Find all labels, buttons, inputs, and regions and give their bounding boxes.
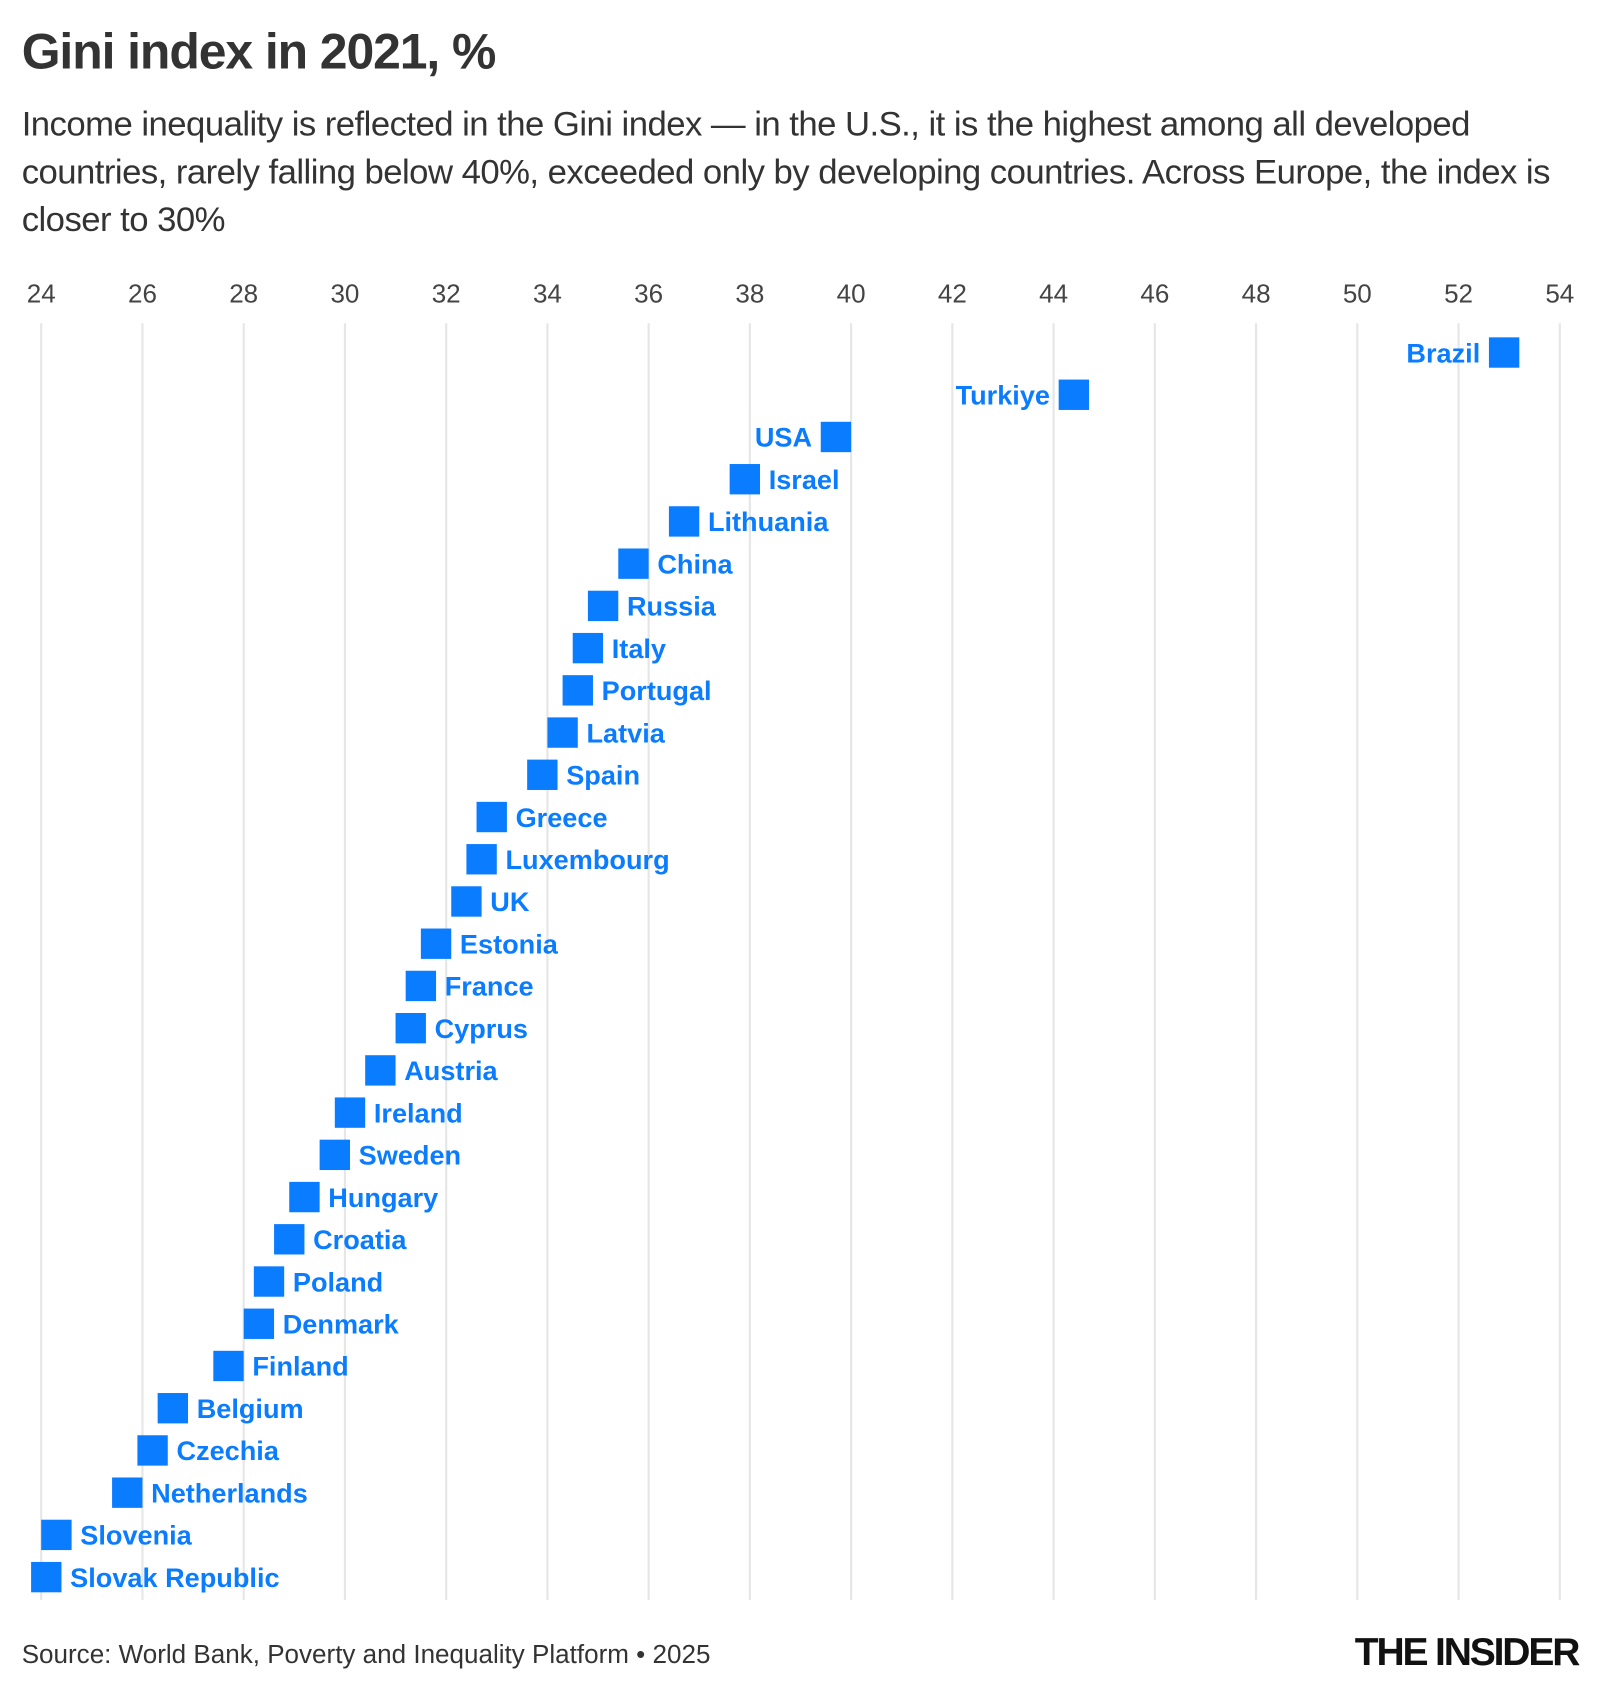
data-marker	[274, 1224, 305, 1255]
x-tick-label: 46	[1140, 279, 1169, 309]
data-label: Spain	[566, 760, 640, 791]
data-label: Netherlands	[151, 1477, 308, 1508]
data-marker	[334, 1097, 366, 1128]
data-marker	[451, 886, 482, 917]
data-marker	[112, 1477, 143, 1508]
data-marker	[405, 970, 437, 1002]
x-tick-label: 40	[837, 279, 866, 309]
data-label: USA	[755, 422, 812, 453]
data-label: Denmark	[283, 1309, 400, 1340]
data-label: France	[445, 971, 534, 1002]
data-marker	[668, 506, 700, 537]
data-marker	[319, 1139, 350, 1171]
data-marker	[572, 632, 604, 664]
x-tick-label: 48	[1242, 279, 1271, 309]
data-marker	[729, 464, 761, 495]
data-marker	[618, 548, 649, 579]
data-label: Poland	[293, 1266, 383, 1297]
data-marker	[476, 801, 507, 833]
data-marker	[820, 421, 852, 453]
data-marker	[562, 675, 593, 706]
data-label: Sweden	[359, 1140, 461, 1171]
data-marker	[157, 1393, 189, 1424]
x-tick-label: 26	[128, 279, 157, 309]
data-label: Hungary	[328, 1182, 438, 1213]
data-marker	[527, 759, 558, 790]
data-marker	[547, 717, 578, 748]
data-marker	[31, 1561, 62, 1593]
data-label: Croatia	[313, 1224, 407, 1255]
data-marker	[395, 1012, 426, 1044]
the-insider-logo: THE INSIDER	[1354, 1629, 1581, 1674]
data-label: Luxembourg	[505, 844, 669, 875]
data-label: Latvia	[586, 717, 665, 748]
data-label: Slovenia	[80, 1520, 192, 1551]
x-tick-label: 24	[27, 279, 56, 309]
data-label: Estonia	[460, 928, 559, 959]
data-marker	[365, 1055, 396, 1086]
data-label: Cyprus	[435, 1013, 528, 1044]
data-label: Israel	[769, 464, 840, 495]
data-marker	[466, 844, 497, 875]
x-tick-label: 34	[533, 279, 562, 309]
data-label: Brazil	[1406, 337, 1480, 368]
x-tick-label: 32	[432, 279, 461, 309]
chart-subtitle: Income inequality is reflected in the Gi…	[21, 104, 1551, 239]
data-label: Russia	[627, 591, 717, 622]
x-tick-label: 28	[229, 279, 258, 309]
data-label: Turkiye	[956, 380, 1050, 411]
data-marker	[1058, 379, 1090, 410]
x-tick-label: 54	[1545, 279, 1574, 309]
x-tick-label: 36	[634, 279, 663, 309]
data-label: Finland	[252, 1351, 348, 1382]
data-marker	[41, 1519, 72, 1551]
x-tick-label: 30	[330, 279, 359, 309]
data-label: Lithuania	[708, 506, 829, 537]
data-label: Slovak Republic	[70, 1562, 279, 1593]
data-marker	[587, 590, 619, 622]
data-label: Belgium	[197, 1393, 304, 1424]
data-label: Ireland	[374, 1097, 463, 1128]
data-marker	[213, 1350, 244, 1382]
data-marker	[253, 1266, 285, 1297]
data-label: Portugal	[602, 675, 712, 706]
data-label: China	[657, 548, 733, 579]
data-marker	[137, 1435, 168, 1466]
data-label: UK	[490, 886, 530, 917]
data-marker	[243, 1308, 275, 1339]
x-tick-label: 50	[1343, 279, 1372, 309]
x-tick-label: 52	[1444, 279, 1473, 309]
x-tick-label: 38	[735, 279, 764, 309]
data-marker	[1488, 337, 1520, 368]
data-label: Czechia	[176, 1435, 279, 1466]
x-tick-label: 42	[938, 279, 967, 309]
data-label: Austria	[404, 1055, 498, 1086]
x-tick-label: 44	[1039, 279, 1068, 309]
data-label: Greece	[516, 802, 608, 833]
data-marker	[420, 928, 452, 959]
chart-title: Gini index in 2021, %	[21, 22, 497, 80]
data-label: Italy	[612, 633, 666, 664]
gini-dot-chart: 24 26 28 30 32 34 36 38 40 42 44 46 48 50 52 54 Brazil Tu…	[27, 279, 1574, 1600]
source-note: Source: World Bank, Poverty and Inequali…	[21, 1640, 711, 1670]
data-marker	[289, 1181, 320, 1213]
